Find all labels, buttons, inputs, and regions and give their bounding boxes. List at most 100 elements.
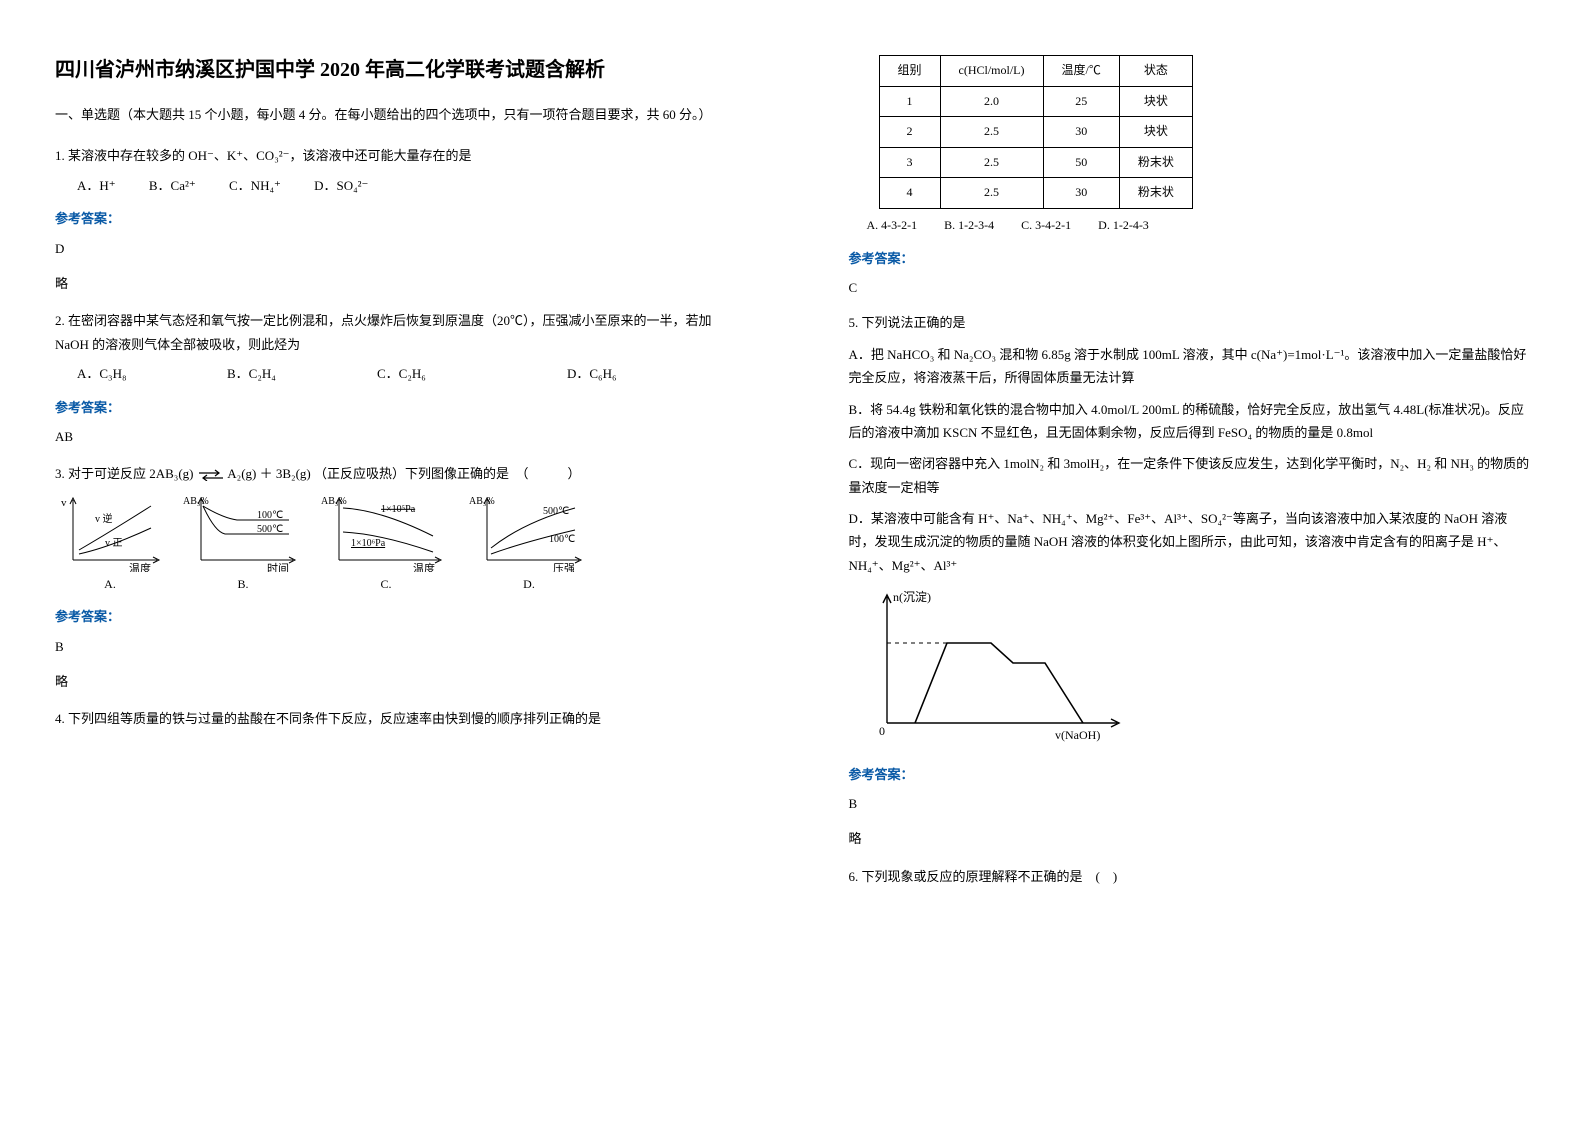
svg-text:0: 0 <box>879 724 885 738</box>
q4-opt-c: C. 3-4-2-1 <box>1021 218 1071 232</box>
svg-text:500℃: 500℃ <box>257 524 283 535</box>
td: 50 <box>1043 147 1119 178</box>
answer-label: 参考答案： <box>55 605 739 628</box>
svg-text:时间: 时间 <box>267 562 289 572</box>
th: 组别 <box>879 56 940 87</box>
right-column: 组别 c(HCl/mol/L) 温度/℃ 状态 1 2.0 25 块状 2 2.… <box>794 0 1587 1122</box>
q1-opt-d: D．SO₄²⁻ <box>314 178 368 193</box>
question-1: 1. 某溶液中存在较多的 OH⁻、K⁺、CO₃²⁻，该溶液中还可能大量存在的是 … <box>55 144 739 295</box>
q3-chart-c: AB₃% 温度 1×10⁵Pa 1×10⁶Pa C. <box>321 492 451 596</box>
q1-opt-b: B．Ca²⁺ <box>149 178 196 193</box>
q5-note: 略 <box>849 827 1533 850</box>
section-intro: 一、单选题（本大题共 15 个小题，每小题 4 分。在每小题给出的四个选项中，只… <box>55 103 739 126</box>
q4-answer: C <box>849 276 1533 299</box>
q3-chart-d: AB₃% 压强 500℃ 100℃ D. <box>469 492 589 596</box>
q5-opt-b: B．将 54.4g 铁粉和氧化铁的混合物中加入 4.0mol/L 200mL 的… <box>849 398 1533 445</box>
q5-opt-a: A．把 NaHCO₃ 和 Na₂CO₃ 混和物 6.85g 溶于水制成 100m… <box>849 343 1533 390</box>
answer-label: 参考答案： <box>55 207 739 230</box>
question-4-text: 4. 下列四组等质量的铁与过量的盐酸在不同条件下反应，反应速率由快到慢的顺序排列… <box>55 707 739 730</box>
q2-answer: AB <box>55 425 739 448</box>
td: 3 <box>879 147 940 178</box>
left-column: 四川省泸州市纳溪区护国中学 2020 年高二化学联考试题含解析 一、单选题（本大… <box>0 0 794 1122</box>
q5-opt-c: C．现向一密闭容器中充入 1molN₂ 和 3molH₂，在一定条件下使该反应发… <box>849 452 1533 499</box>
q3-label-a: A. <box>104 574 116 596</box>
svg-text:AB₃%: AB₃% <box>321 496 347 507</box>
q4-options: A. 4-3-2-1 B. 1-2-3-4 C. 3-4-2-1 D. 1-2-… <box>867 215 1533 237</box>
q2-opt-c: C．C₂H₆ <box>377 362 537 385</box>
q3-text-a: 3. 对于可逆反应 2AB₃(g) <box>55 466 194 481</box>
q3-chart-a: v 温度 v 逆 v 正 A. <box>55 492 165 596</box>
q2-text: 2. 在密闭容器中某气态烃和氧气按一定比例混和，点火爆炸后恢复到原温度（20℃）… <box>55 309 739 356</box>
q5-opt-d: D．某溶液中可能含有 H⁺、Na⁺、NH₄⁺、Mg²⁺、Fe³⁺、Al³⁺、SO… <box>849 507 1533 577</box>
td: 1 <box>879 86 940 117</box>
q3-label-d: D. <box>523 574 535 596</box>
th: c(HCl/mol/L) <box>940 56 1043 87</box>
q4-opt-d: D. 1-2-4-3 <box>1098 218 1149 232</box>
q5-graph: n(沉淀) v(NaOH) 0 <box>859 585 1533 752</box>
svg-text:v 正: v 正 <box>105 538 123 549</box>
table-row: 4 2.5 30 粉末状 <box>879 178 1192 209</box>
q6-text: 6. 下列现象或反应的原理解释不正确的是 ( ) <box>849 865 1533 888</box>
q5-answer: B <box>849 792 1533 815</box>
q2-options: A．C₃H₈ B．C₂H₄ C．C₂H₆ D．C₆H₆ <box>77 362 739 385</box>
q1-options: A．H⁺ B．Ca²⁺ C．NH₄⁺ D．SO₄²⁻ <box>77 174 739 197</box>
q2-opt-b: B．C₂H₄ <box>227 362 347 385</box>
td: 块状 <box>1119 117 1192 148</box>
question-3: 3. 对于可逆反应 2AB₃(g) A₂(g) ＋ 3B₂(g) （正反应吸热）… <box>55 462 739 693</box>
table-row: 3 2.5 50 粉末状 <box>879 147 1192 178</box>
question-2: 2. 在密闭容器中某气态烃和氧气按一定比例混和，点火爆炸后恢复到原温度（20℃）… <box>55 309 739 448</box>
q1-opt-c: C．NH₄⁺ <box>229 178 281 193</box>
q1-answer: D <box>55 237 739 260</box>
q4-table: 组别 c(HCl/mol/L) 温度/℃ 状态 1 2.0 25 块状 2 2.… <box>879 55 1193 209</box>
table-header-row: 组别 c(HCl/mol/L) 温度/℃ 状态 <box>879 56 1192 87</box>
th: 温度/℃ <box>1043 56 1119 87</box>
svg-text:压强: 压强 <box>553 562 575 572</box>
equilibrium-icon <box>197 469 225 481</box>
q4-opt-b: B. 1-2-3-4 <box>944 218 994 232</box>
svg-text:100℃: 100℃ <box>549 534 575 545</box>
q2-opt-a: A．C₃H₈ <box>77 362 197 385</box>
q3-label-b: B. <box>237 574 248 596</box>
question-6: 6. 下列现象或反应的原理解释不正确的是 ( ) <box>849 865 1533 888</box>
answer-label: 参考答案： <box>849 763 1533 786</box>
q2-opt-d: D．C₆H₆ <box>567 362 617 385</box>
svg-text:温度: 温度 <box>413 561 435 572</box>
q5-text: 5. 下列说法正确的是 <box>849 311 1533 334</box>
q3-note: 略 <box>55 670 739 693</box>
q4-opt-a: A. 4-3-2-1 <box>867 218 918 232</box>
svg-text:500℃: 500℃ <box>543 506 569 517</box>
question-5: 5. 下列说法正确的是 A．把 NaHCO₃ 和 Na₂CO₃ 混和物 6.85… <box>849 311 1533 850</box>
svg-text:v 逆: v 逆 <box>95 512 113 525</box>
q3-chart-b: AB₃% 时间 100℃ 500℃ B. <box>183 492 303 596</box>
td: 30 <box>1043 178 1119 209</box>
q3-text: 3. 对于可逆反应 2AB₃(g) A₂(g) ＋ 3B₂(g) （正反应吸热）… <box>55 462 739 485</box>
q4-text: 4. 下列四组等质量的铁与过量的盐酸在不同条件下反应，反应速率由快到慢的顺序排列… <box>55 707 739 730</box>
td: 粉末状 <box>1119 147 1192 178</box>
q3-answer: B <box>55 635 739 658</box>
td: 25 <box>1043 86 1119 117</box>
td: 粉末状 <box>1119 178 1192 209</box>
svg-text:n(沉淀): n(沉淀) <box>893 590 931 604</box>
table-row: 2 2.5 30 块状 <box>879 117 1192 148</box>
q1-opt-a: A．H⁺ <box>77 178 116 193</box>
th: 状态 <box>1119 56 1192 87</box>
table-row: 1 2.0 25 块状 <box>879 86 1192 117</box>
answer-label: 参考答案： <box>849 247 1533 270</box>
q1-note: 略 <box>55 272 739 295</box>
svg-text:1×10⁶Pa: 1×10⁶Pa <box>351 538 386 549</box>
svg-text:温度: 温度 <box>129 561 151 572</box>
td: 2.5 <box>940 178 1043 209</box>
svg-text:v(NaOH): v(NaOH) <box>1055 728 1100 742</box>
td: 2.5 <box>940 147 1043 178</box>
page-title: 四川省泸州市纳溪区护国中学 2020 年高二化学联考试题含解析 <box>55 55 739 85</box>
td: 2 <box>879 117 940 148</box>
svg-text:AB₃%: AB₃% <box>469 496 495 507</box>
q1-text: 1. 某溶液中存在较多的 OH⁻、K⁺、CO₃²⁻，该溶液中还可能大量存在的是 <box>55 144 739 167</box>
svg-text:v: v <box>61 497 67 509</box>
svg-text:1×10⁵Pa: 1×10⁵Pa <box>381 504 416 515</box>
svg-text:AB₃%: AB₃% <box>183 496 209 507</box>
q3-label-c: C. <box>380 574 391 596</box>
td: 2.0 <box>940 86 1043 117</box>
td: 2.5 <box>940 117 1043 148</box>
td: 块状 <box>1119 86 1192 117</box>
